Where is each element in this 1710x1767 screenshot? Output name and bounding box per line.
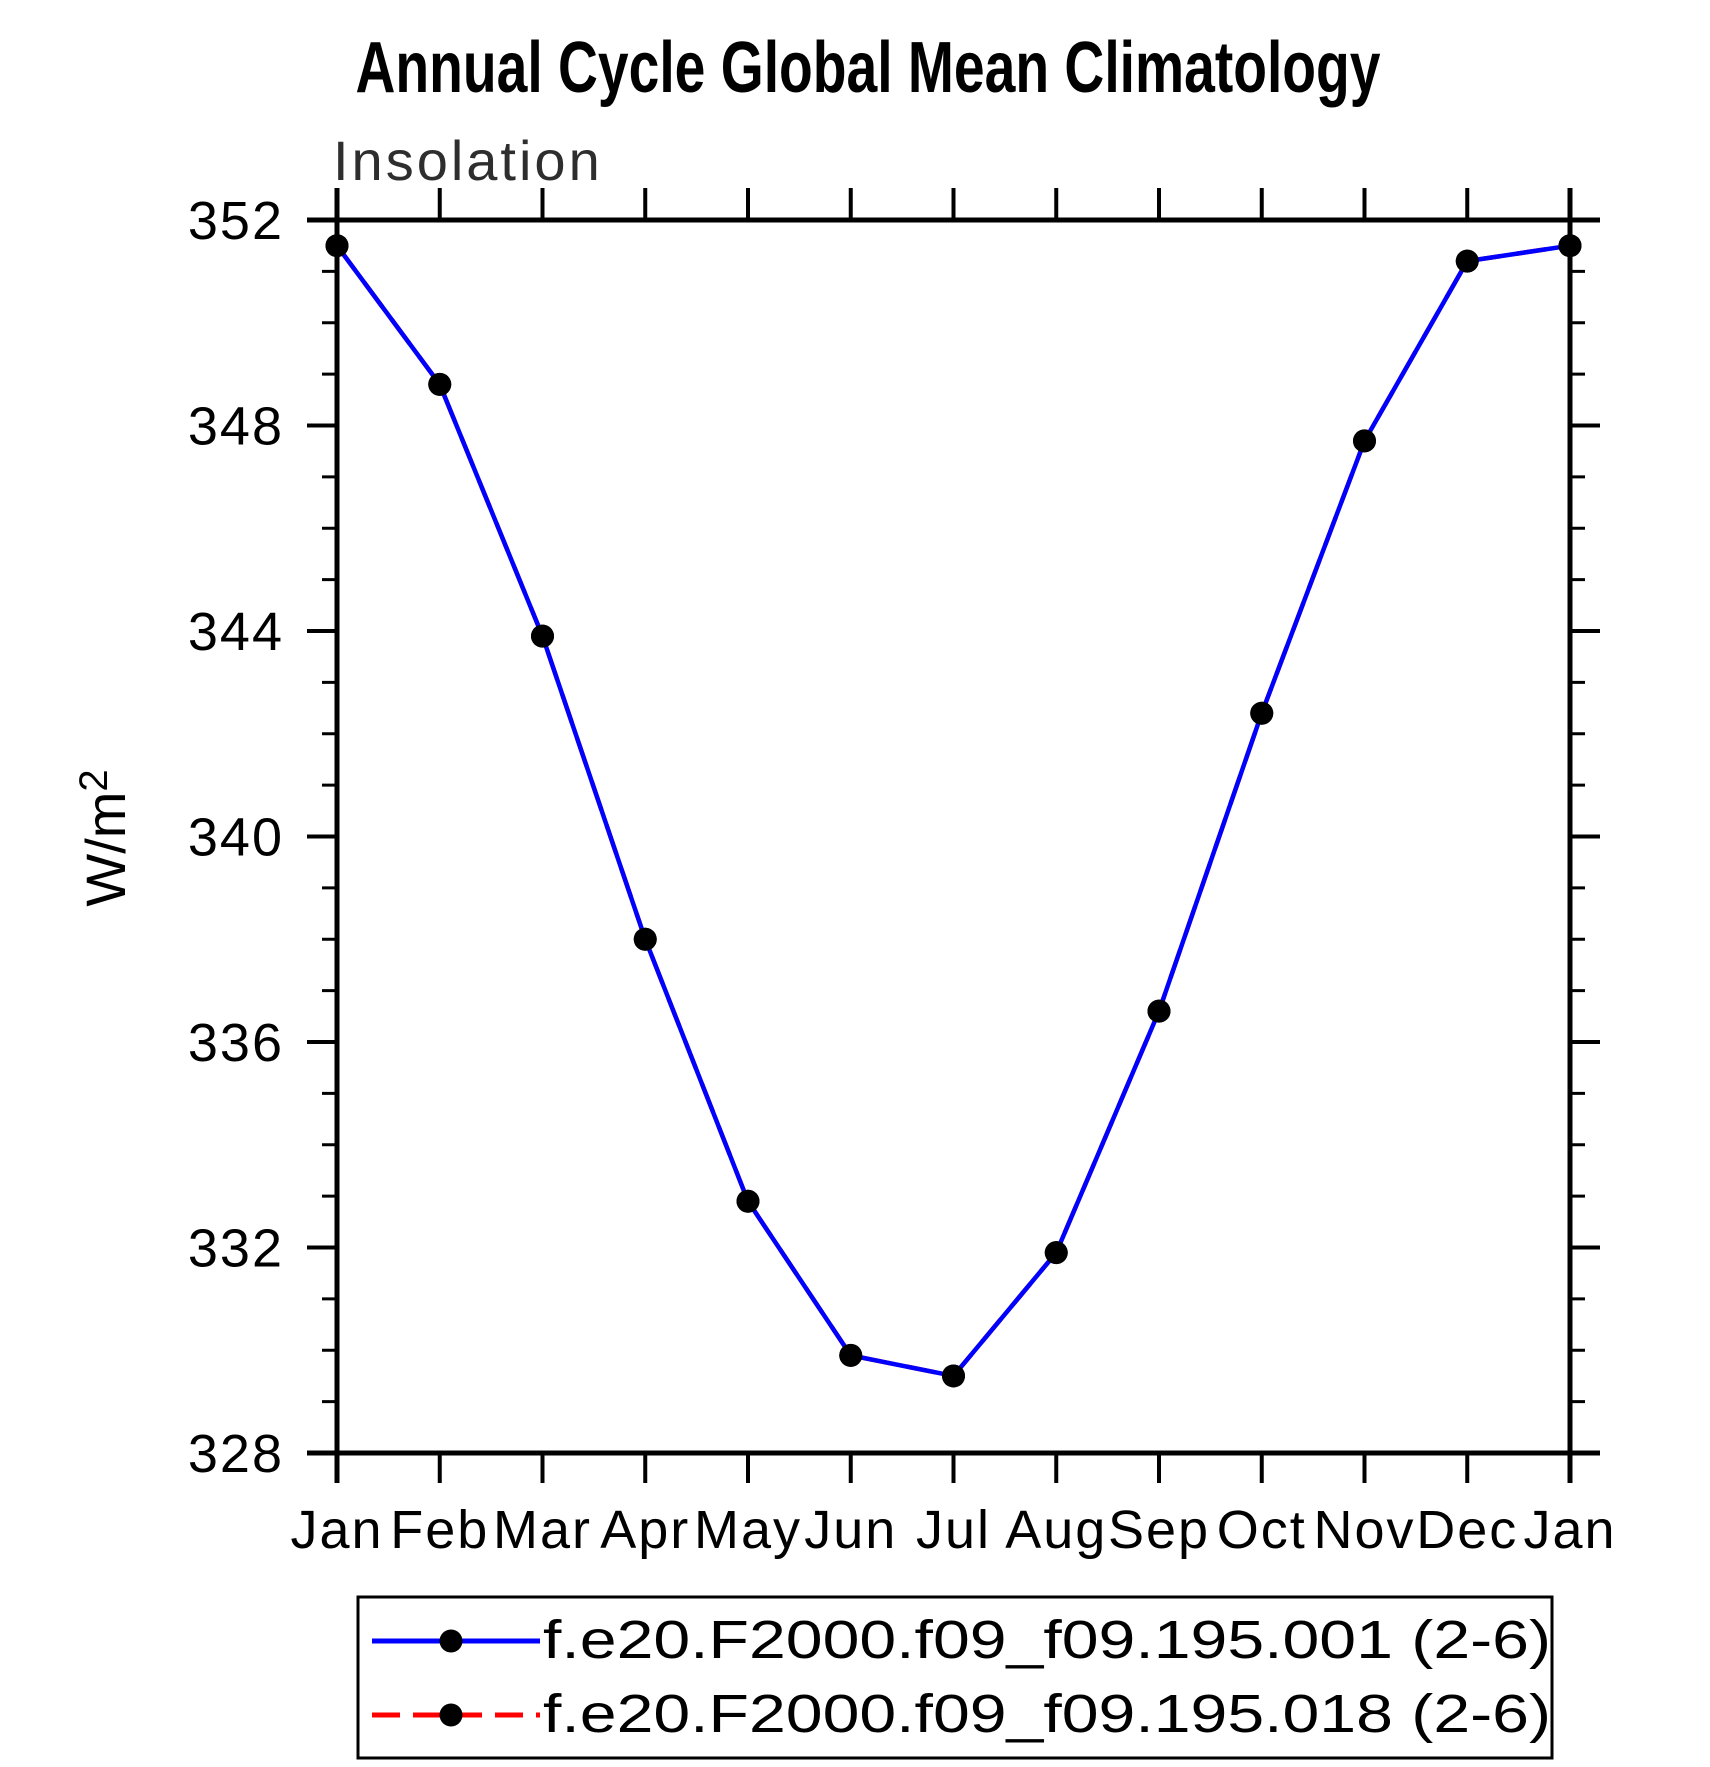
x-tick-label: Nov (1313, 1500, 1415, 1560)
legend-label: f.e20.F2000.f09_f09.195.001 (2-6) (543, 1610, 1551, 1670)
legend-box (356, 1595, 1554, 1760)
data-point-marker (633, 927, 657, 951)
legend-marker (439, 1629, 463, 1653)
y-tick-label: 336 (188, 1013, 284, 1073)
x-tick-label: Mar (493, 1500, 592, 1560)
data-point-marker (942, 1364, 965, 1388)
data-point-marker (839, 1343, 863, 1367)
y-tick-label: 348 (188, 397, 284, 457)
data-series (325, 234, 1582, 1388)
x-tick-label: Jan (1523, 1500, 1616, 1560)
data-point-marker (736, 1189, 760, 1213)
y-tick-label: 344 (188, 602, 284, 662)
y-tick-label: 340 (188, 808, 284, 868)
y-axis-label-base: W/m (74, 792, 137, 907)
chart-title: Annual Cycle Global Mean Climatology (356, 28, 1381, 108)
x-tick-label: Apr (600, 1500, 690, 1560)
y-tick-label: 328 (188, 1424, 284, 1484)
data-point-marker (428, 372, 452, 396)
y-tick-label: 332 (188, 1219, 284, 1279)
y-tick-label: 352 (188, 191, 284, 251)
legend-marker (439, 1703, 463, 1727)
legend: f.e20.F2000.f09_f09.195.001 (2-6) f.e20.F… (356, 1595, 1554, 1760)
y-axis-title: W/m2 (72, 769, 137, 906)
series-line-0 (335, 243, 1571, 1379)
data-point-marker (531, 624, 554, 648)
y-axis-label-superscript: 2 (72, 769, 116, 791)
x-tick-label: Dec (1416, 1500, 1518, 1560)
data-point-marker (1147, 999, 1171, 1023)
data-point-marker (1455, 249, 1479, 273)
x-tick-label: May (694, 1500, 802, 1560)
data-point-marker (325, 234, 349, 258)
x-tick-label: Aug (1005, 1500, 1107, 1560)
axes: Jan Feb Mar Apr May Jun Jul Aug Sep Oct Nov Dec Jan3… (188, 188, 1616, 1560)
x-tick-label: Oct (1217, 1500, 1307, 1560)
x-tick-label: Jul (916, 1500, 991, 1560)
y-axis-label: W/m2 (72, 769, 137, 906)
data-point-marker (1558, 234, 1582, 258)
data-point-marker (1353, 429, 1376, 453)
data-point-marker (1250, 701, 1274, 725)
x-tick-label: Jun (804, 1500, 897, 1560)
x-tick-label: Sep (1108, 1500, 1210, 1560)
x-tick-label: Feb (390, 1500, 489, 1560)
data-point-marker (1044, 1241, 1068, 1265)
x-tick-label: Jan (290, 1500, 383, 1560)
series-line-1 (335, 243, 1571, 1379)
panel-label: Insolation (333, 129, 603, 192)
legend-label: f.e20.F2000.f09_f09.195.018 (2-6) (543, 1684, 1551, 1744)
